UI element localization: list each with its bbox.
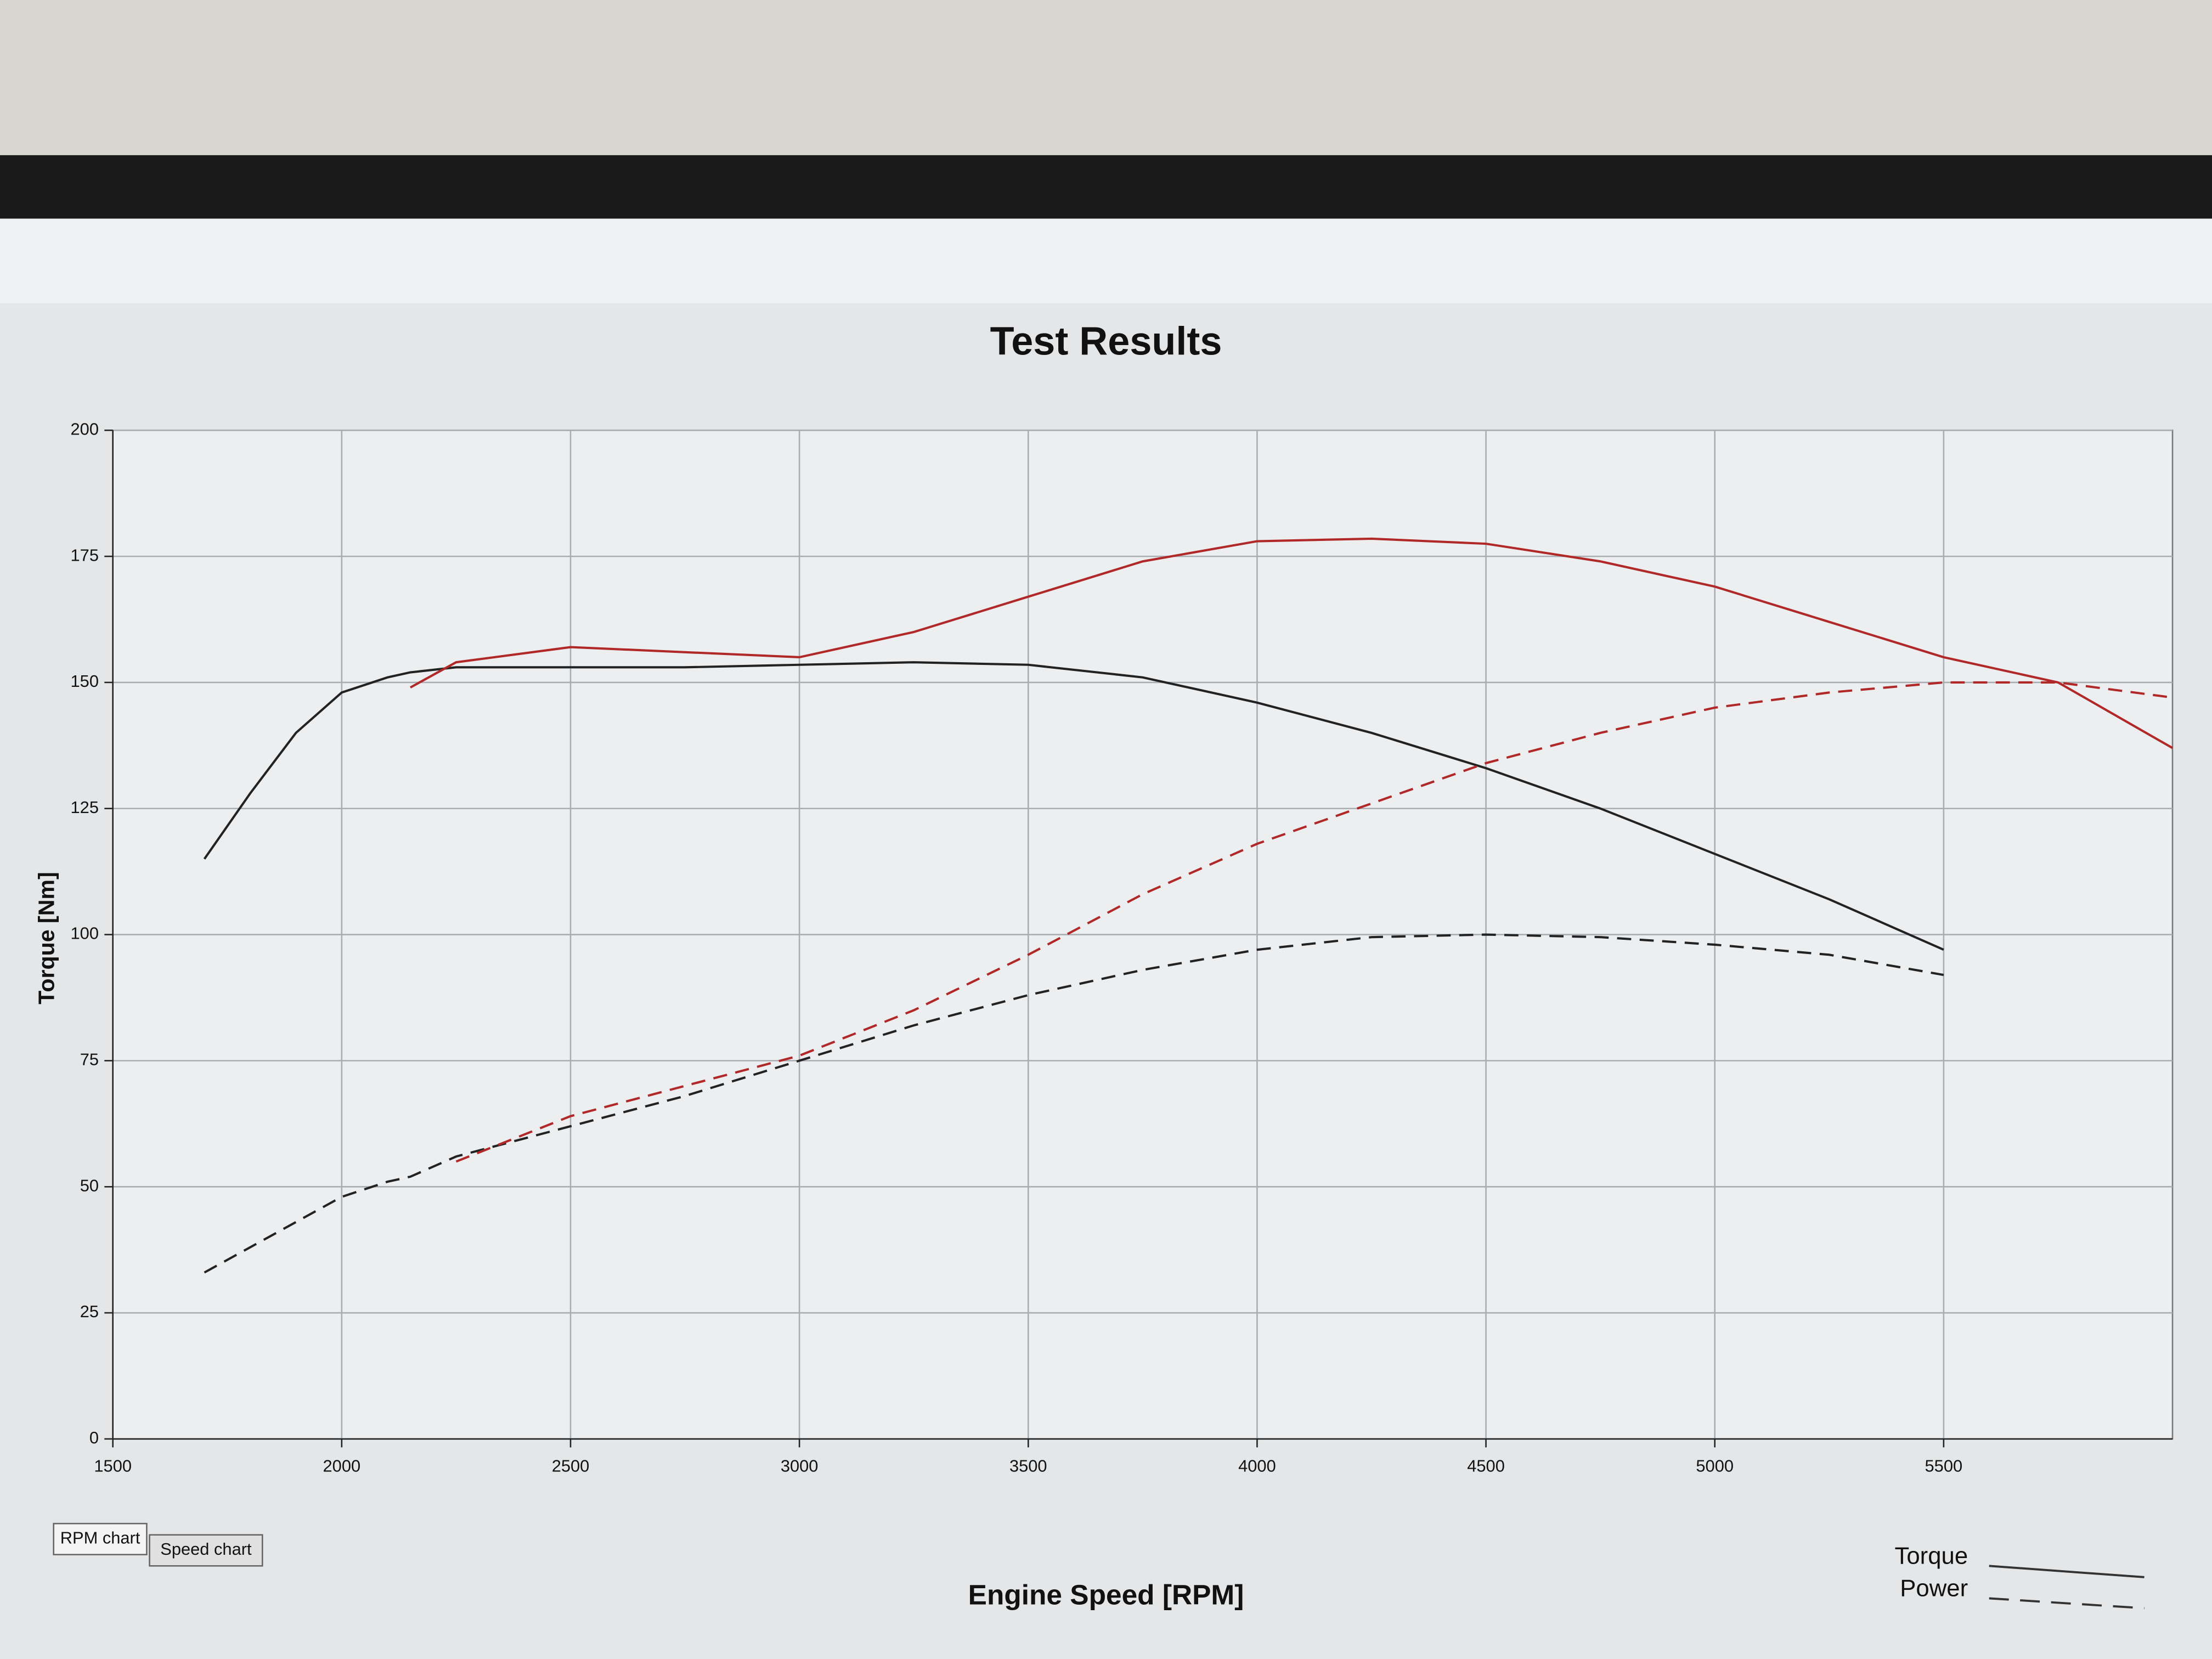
x-tick-label: 5500 [1925, 1456, 1963, 1475]
y-axis-label: Torque [Nm] [33, 872, 59, 1004]
x-axis-label: Engine Speed [RPM] [968, 1578, 1244, 1610]
x-tick-label: 3500 [1009, 1456, 1047, 1475]
y-tick-label: 25 [80, 1302, 99, 1321]
x-tick-label: 3000 [781, 1456, 819, 1475]
legend-swatch [1989, 1565, 2145, 1578]
legend-label: Torque [1895, 1542, 1968, 1569]
data-line [203, 661, 1944, 951]
tab-label[interactable]: Speed chart [160, 1539, 252, 1559]
data-line [455, 681, 2173, 1163]
x-tick-label: 5000 [1696, 1456, 1734, 1475]
y-tick-label: 100 [71, 924, 99, 943]
x-tick-label: 1500 [94, 1456, 132, 1475]
y-tick-label: 50 [80, 1176, 99, 1195]
bezel [0, 155, 2212, 219]
y-tick-label: 175 [71, 545, 99, 565]
header-bar [0, 218, 2212, 303]
data-line [410, 537, 2174, 749]
y-tick-label: 200 [71, 419, 99, 438]
tab-label[interactable]: RPM chart [60, 1528, 140, 1548]
y-tick-label: 0 [89, 1428, 99, 1447]
legend-swatch [1989, 1597, 2145, 1610]
y-tick-label: 150 [71, 672, 99, 691]
x-tick-label: 4000 [1238, 1456, 1276, 1475]
data-line [204, 933, 1944, 1274]
legend-label: Power [1900, 1575, 1968, 1602]
x-tick-label: 4500 [1467, 1456, 1505, 1475]
tab[interactable] [149, 1534, 263, 1567]
y-tick-label: 125 [71, 798, 99, 817]
y-tick-label: 75 [80, 1050, 99, 1069]
x-tick-label: 2000 [323, 1456, 361, 1475]
x-tick-label: 2500 [552, 1456, 590, 1475]
wall [0, 0, 2212, 155]
chart-title: Test Results [990, 319, 1222, 363]
tab[interactable] [53, 1522, 148, 1555]
